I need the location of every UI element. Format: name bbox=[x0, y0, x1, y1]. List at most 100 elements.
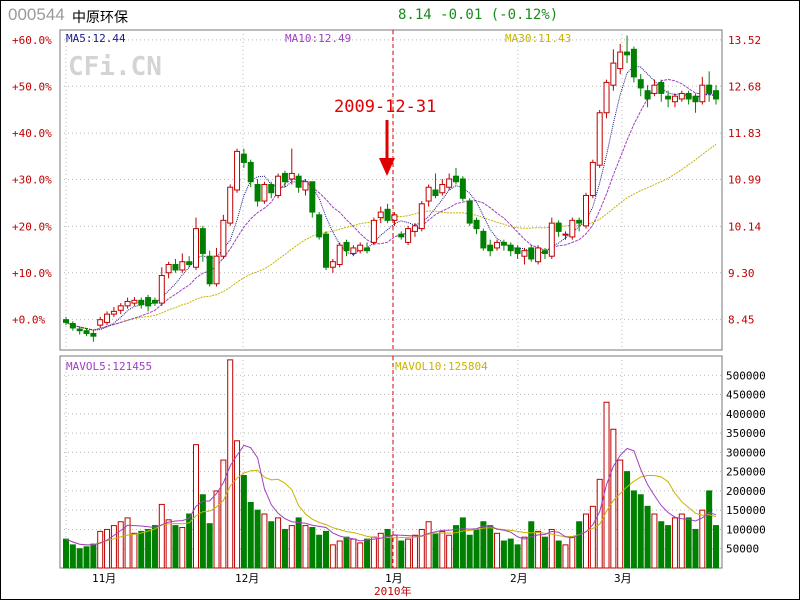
candle-body bbox=[418, 203, 425, 230]
candle-body bbox=[473, 219, 480, 230]
volume-bar bbox=[446, 534, 453, 569]
candle-body bbox=[172, 263, 179, 271]
volume-bar bbox=[665, 525, 672, 569]
candle-body bbox=[603, 81, 610, 114]
volume-bar bbox=[384, 528, 391, 569]
volume-bar bbox=[275, 517, 282, 569]
volume-bar bbox=[651, 513, 658, 569]
price-tick-label: 9.30 bbox=[728, 267, 755, 280]
candle-body bbox=[323, 233, 329, 268]
volume-bar bbox=[713, 525, 719, 569]
volume-bar bbox=[247, 501, 254, 569]
candle-body bbox=[124, 300, 131, 307]
candle-body bbox=[500, 241, 507, 246]
candle-body bbox=[405, 228, 412, 243]
volume-bar bbox=[268, 521, 275, 569]
volume-bar bbox=[562, 544, 569, 569]
candle-body bbox=[104, 313, 111, 323]
candle-body bbox=[69, 323, 76, 329]
ma30-line bbox=[65, 143, 717, 331]
candle-body bbox=[83, 330, 90, 334]
candle-body bbox=[411, 225, 418, 232]
volume-bar bbox=[459, 517, 466, 569]
candle-body bbox=[671, 95, 678, 103]
volume-bar bbox=[97, 530, 104, 569]
volume-bar bbox=[466, 534, 473, 569]
volume-bar bbox=[494, 532, 501, 569]
candle-body bbox=[227, 186, 234, 224]
volume-bar bbox=[535, 530, 542, 569]
volume-tick-label: 50000 bbox=[726, 543, 759, 556]
candle-body bbox=[364, 247, 371, 252]
candle-body bbox=[138, 299, 145, 306]
candle-body bbox=[384, 208, 391, 221]
candle-body bbox=[343, 241, 350, 252]
ma-legend-label: MA5:12.44 bbox=[66, 32, 126, 45]
candle-body bbox=[97, 319, 104, 326]
ma-legend-label: MA30:11.43 bbox=[505, 32, 571, 45]
candle-body bbox=[596, 112, 603, 166]
candle-body bbox=[295, 175, 302, 188]
candle-body bbox=[240, 153, 247, 163]
percent-tick-label: +10.0% bbox=[12, 267, 52, 280]
volume-bar bbox=[357, 542, 364, 569]
volume-bar bbox=[425, 521, 432, 569]
volume-bar bbox=[316, 534, 323, 569]
percent-tick-label: +30.0% bbox=[12, 174, 52, 187]
volume-tick-label: 150000 bbox=[726, 504, 766, 517]
annotation-date: 2009-12-31 bbox=[334, 97, 436, 117]
mavol10-line bbox=[65, 469, 717, 546]
volume-bar bbox=[644, 505, 651, 569]
volume-bar bbox=[377, 532, 384, 569]
volume-bar bbox=[617, 459, 624, 569]
volume-bar bbox=[302, 525, 309, 569]
candle-body bbox=[193, 228, 199, 268]
volume-bar bbox=[521, 536, 528, 569]
volume-bar bbox=[706, 490, 713, 569]
volume-bar bbox=[329, 544, 336, 569]
candle-body bbox=[548, 222, 555, 257]
volume-bar bbox=[500, 540, 507, 569]
candle-body bbox=[678, 92, 685, 100]
candle-body bbox=[610, 62, 617, 86]
volume-bar bbox=[507, 538, 514, 569]
volume-bar bbox=[186, 513, 193, 569]
percent-tick-label: +50.0% bbox=[12, 80, 52, 93]
volume-bar bbox=[179, 527, 186, 569]
volume-tick-label: 100000 bbox=[726, 523, 766, 536]
candle-body bbox=[459, 178, 466, 199]
stock-name: 中原环保 bbox=[72, 10, 128, 26]
volume-bar bbox=[165, 519, 172, 569]
x-tick-label: 12月 bbox=[235, 572, 259, 585]
candle-body bbox=[63, 319, 69, 323]
candle-body bbox=[637, 79, 644, 89]
volume-bar bbox=[370, 536, 377, 569]
stock-code: 000544 bbox=[8, 5, 65, 24]
volume-bar bbox=[104, 528, 111, 569]
mavol-legend-label: MAVOL10:125804 bbox=[395, 360, 488, 373]
volume-bar bbox=[343, 536, 350, 569]
candle-body bbox=[555, 222, 562, 232]
volume-bar bbox=[576, 521, 583, 569]
x-tick-label: 3月 bbox=[614, 572, 632, 585]
volume-bar bbox=[309, 527, 316, 569]
volume-bar bbox=[213, 490, 220, 569]
price-tick-label: 11.83 bbox=[728, 127, 761, 140]
annotation-arrow-head bbox=[379, 158, 395, 176]
volume-bar bbox=[439, 530, 446, 569]
volume-bar bbox=[405, 538, 412, 569]
volume-bar bbox=[480, 521, 487, 569]
candle-body bbox=[507, 244, 514, 252]
candle-body bbox=[268, 183, 275, 194]
candle-body bbox=[651, 84, 658, 94]
volume-bar bbox=[172, 525, 179, 569]
volume-bar bbox=[90, 543, 97, 569]
volume-bar bbox=[350, 538, 357, 569]
volume-bar bbox=[630, 490, 637, 569]
candle-body bbox=[350, 247, 357, 254]
volume-tick-label: 400000 bbox=[726, 408, 766, 421]
volume-bar bbox=[699, 509, 706, 569]
candle-body bbox=[624, 51, 631, 56]
candle-body bbox=[234, 150, 241, 191]
mavol-legend-label: MAVOL5:121455 bbox=[66, 360, 152, 373]
